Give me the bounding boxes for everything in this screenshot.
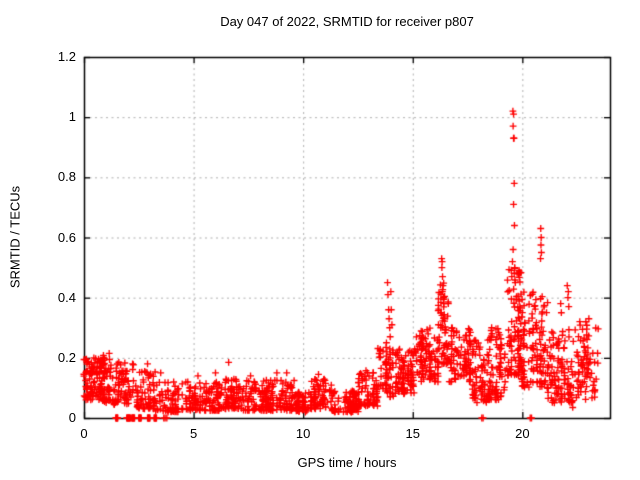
x-tick-label: 0: [80, 426, 88, 441]
y-tick-label: 0.4: [57, 289, 76, 305]
y-tick-label: 0.2: [57, 349, 76, 365]
y-axis-label: SRMTID / TECUs: [7, 185, 23, 289]
x-tick-label: 20: [515, 426, 530, 441]
y-tick-label: 1.2: [57, 49, 76, 64]
y-tick-label: 0.8: [57, 169, 76, 185]
y-tick-label: 0.6: [57, 229, 76, 245]
chart-title: Day 047 of 2022, SRMTID for receiver p80…: [220, 14, 474, 29]
x-tick-label: 15: [405, 426, 420, 441]
x-axis-label: GPS time / hours: [297, 455, 397, 470]
y-tick-label: 0: [68, 410, 76, 425]
x-tick-label: 5: [189, 426, 198, 441]
x-tick-label: 10: [295, 426, 311, 441]
y-tick-label: 1: [68, 109, 76, 125]
